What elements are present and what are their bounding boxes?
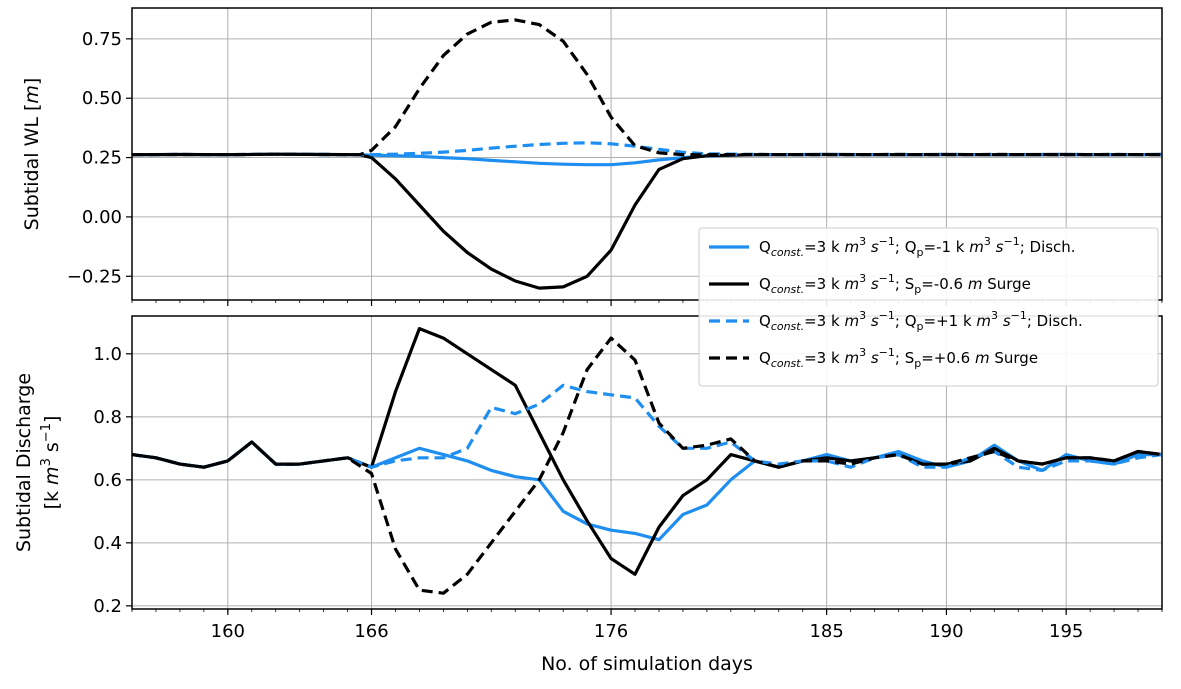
top-panel: 0.75 0.50 0.25 0.00 −0.25 Subtidal WL [m] (21, 7, 1163, 306)
top-y-axis-label: Subtidal WL [m] (21, 78, 43, 231)
x-tick-label: 160 (211, 621, 245, 642)
y-tick-label: 1.0 (93, 344, 122, 365)
bottom-series-lines (131, 327, 1163, 595)
y-tick-label: 0.25 (82, 148, 122, 169)
bottom-y-axis-label-line2: [k m3 s−1] (39, 416, 63, 510)
top-y-ticks: 0.75 0.50 0.25 0.00 −0.25 (67, 29, 132, 287)
legend-label-dis_pos: Qconst.=3 k m3 s−1; Qp=+1 k m3 s−1; Disc… (759, 309, 1083, 333)
y-tick-label: 0.2 (93, 596, 122, 617)
y-tick-label: 0.6 (93, 470, 122, 491)
series-line-surge_pos (131, 336, 1163, 595)
legend-label-surge_pos: Qconst.=3 k m3 s−1; Sp=+0.6 m Surge (759, 346, 1038, 370)
x-tick-label: 185 (809, 621, 843, 642)
bottom-y-axis-label-line1: Subtidal Discharge (13, 373, 35, 552)
bottom-plot-frame (131, 315, 1163, 610)
y-tick-label: −0.25 (67, 266, 122, 287)
y-tick-label: 0.8 (93, 407, 122, 428)
bottom-x-ticks: 160 166 176 185 190 195 (131, 609, 1163, 642)
x-tick-label: 176 (594, 621, 628, 642)
y-tick-label: 0.00 (82, 207, 122, 228)
x-tick-label: 195 (1049, 621, 1083, 642)
y-tick-label: 0.4 (93, 533, 122, 554)
bottom-y-ticks: 0.2 0.4 0.6 0.8 1.0 (93, 344, 132, 617)
x-axis-label: No. of simulation days (541, 653, 753, 675)
top-series-lines (131, 18, 1163, 290)
legend-entries: Qconst.=3 k m3 s−1; Qp=-1 k m3 s−1; Disc… (709, 235, 1083, 370)
y-tick-label: 0.50 (82, 88, 122, 109)
series-line-surge_pos (131, 18, 1163, 157)
bottom-panel: 0.2 0.4 0.6 0.8 1.0 160 166 176 185 190 195 Subti… (13, 315, 1163, 675)
legend: Qconst.=3 k m3 s−1; Qp=-1 k m3 s−1; Disc… (698, 227, 1159, 387)
y-tick-label: 0.75 (82, 29, 122, 50)
legend-box (698, 227, 1159, 387)
legend-label-surge_neg: Qconst.=3 k m3 s−1; Sp=-0.6 m Surge (759, 272, 1031, 296)
legend-label-dis_neg: Qconst.=3 k m3 s−1; Qp=-1 k m3 s−1; Disc… (759, 235, 1076, 259)
x-tick-label: 190 (929, 621, 963, 642)
x-tick-label: 166 (354, 621, 388, 642)
top-plot-frame (131, 7, 1163, 301)
